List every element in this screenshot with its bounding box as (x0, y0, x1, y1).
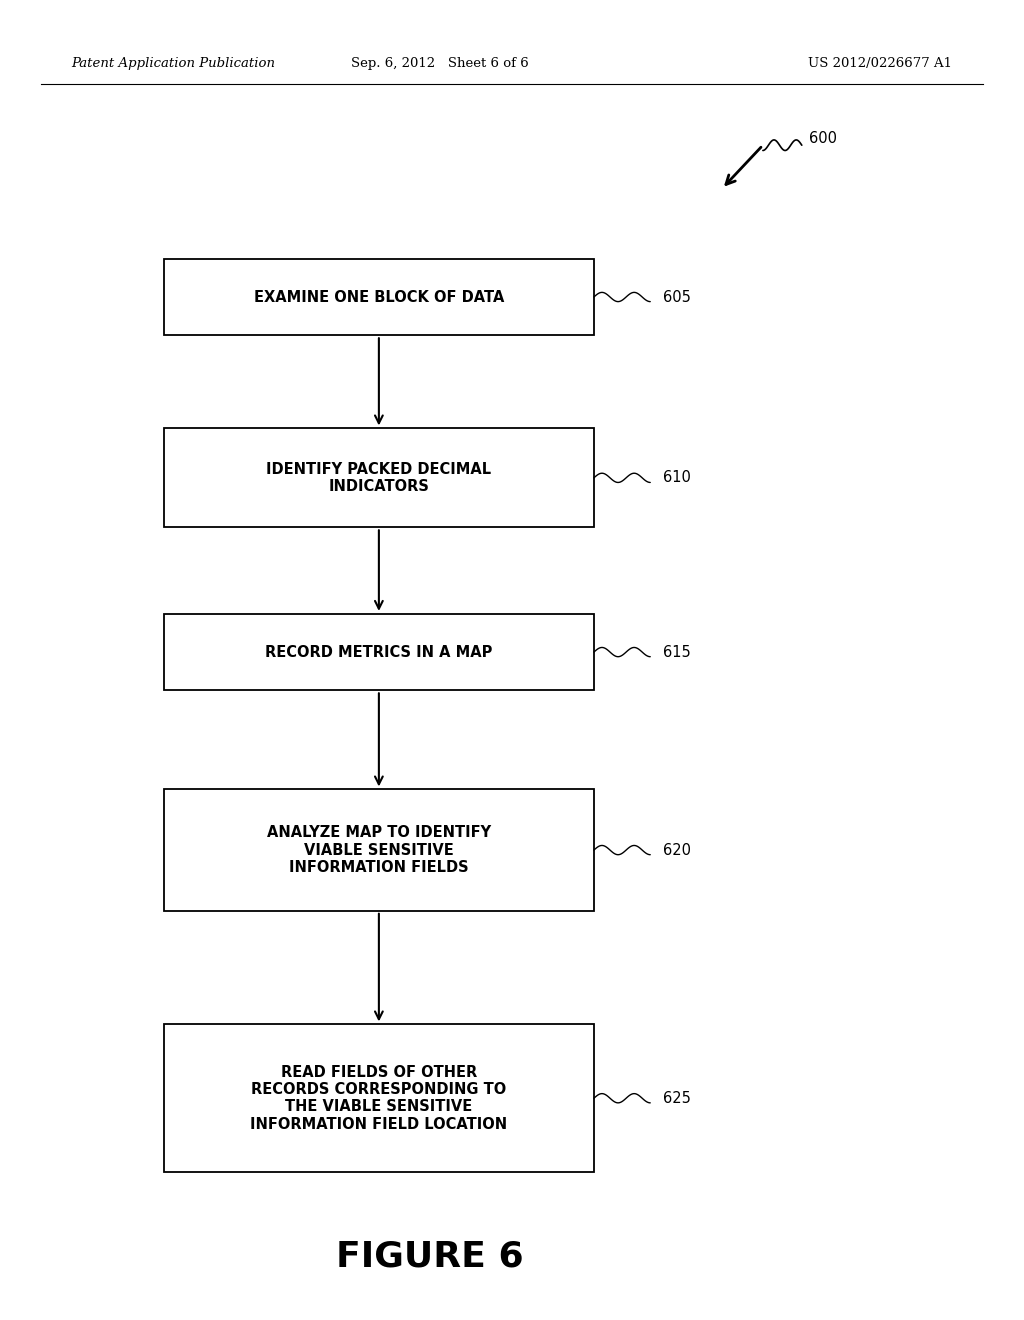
Text: IDENTIFY PACKED DECIMAL
INDICATORS: IDENTIFY PACKED DECIMAL INDICATORS (266, 462, 492, 494)
Text: 620: 620 (663, 842, 690, 858)
FancyBboxPatch shape (164, 259, 594, 335)
Text: RECORD METRICS IN A MAP: RECORD METRICS IN A MAP (265, 644, 493, 660)
FancyBboxPatch shape (164, 1024, 594, 1172)
Text: FIGURE 6: FIGURE 6 (336, 1239, 524, 1274)
Text: 610: 610 (663, 470, 690, 486)
Text: Patent Application Publication: Patent Application Publication (72, 57, 275, 70)
Text: Sep. 6, 2012   Sheet 6 of 6: Sep. 6, 2012 Sheet 6 of 6 (351, 57, 529, 70)
FancyBboxPatch shape (164, 789, 594, 911)
Text: 615: 615 (663, 644, 690, 660)
Text: 625: 625 (663, 1090, 690, 1106)
Text: 605: 605 (663, 289, 690, 305)
Text: ANALYZE MAP TO IDENTIFY
VIABLE SENSITIVE
INFORMATION FIELDS: ANALYZE MAP TO IDENTIFY VIABLE SENSITIVE… (267, 825, 490, 875)
FancyBboxPatch shape (164, 428, 594, 527)
Text: 600: 600 (809, 131, 837, 147)
FancyBboxPatch shape (164, 614, 594, 690)
Text: READ FIELDS OF OTHER
RECORDS CORRESPONDING TO
THE VIABLE SENSITIVE
INFORMATION F: READ FIELDS OF OTHER RECORDS CORRESPONDI… (250, 1065, 508, 1131)
Text: EXAMINE ONE BLOCK OF DATA: EXAMINE ONE BLOCK OF DATA (254, 289, 504, 305)
Text: US 2012/0226677 A1: US 2012/0226677 A1 (808, 57, 952, 70)
